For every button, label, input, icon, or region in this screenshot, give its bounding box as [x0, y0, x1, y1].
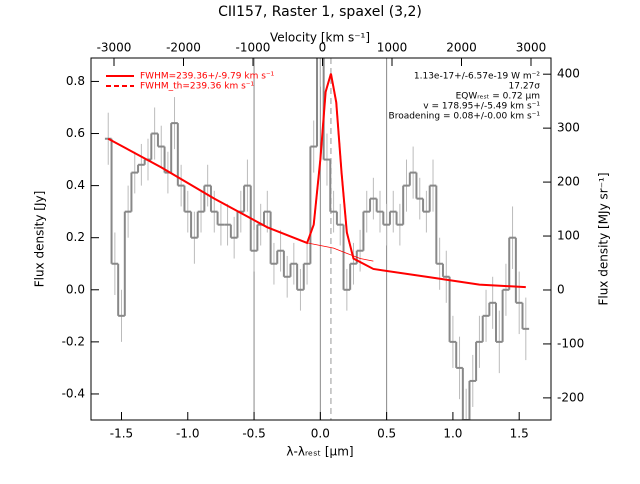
- x2-tick-label: 1000: [377, 41, 408, 55]
- annotation: 1.13e-17+/-6.57e-19 W m⁻²: [414, 72, 541, 82]
- legend-label: FWHM=239.36+/-9.79 km s⁻¹: [140, 72, 275, 82]
- x-axis-label: λ-λᵣₑₛₜ [μm]: [286, 445, 353, 459]
- y2-tick-label: -100: [557, 336, 584, 350]
- y-axis-label: Flux density [Jy]: [33, 191, 47, 288]
- y2-tick-label: 0: [557, 282, 565, 296]
- x2-axis-label: Velocity [km s⁻¹]: [270, 31, 370, 45]
- y2-tick-label: 200: [557, 175, 580, 189]
- plot-frame: [90, 57, 552, 421]
- x2-tick-label: 0: [319, 41, 327, 55]
- y-tick-label: 0.8: [66, 74, 85, 88]
- annotation: EQWᵣₑₛₜ = 0.72 μm: [456, 92, 540, 102]
- x-tick-label: 1.5: [510, 427, 529, 441]
- y-tick-label: -0.4: [62, 386, 85, 400]
- x2-tick-label: -3000: [97, 41, 132, 55]
- y2-axis-label: Flux density [MJy sr⁻¹]: [597, 172, 611, 305]
- x-tick-label: 1.0: [443, 427, 462, 441]
- x2-tick-label: 3000: [516, 41, 547, 55]
- x-tick-label: -0.5: [242, 427, 265, 441]
- x2-tick-label: -1000: [236, 41, 271, 55]
- continuum-line: [307, 242, 374, 262]
- annotation: v = 178.95+/-5.49 km s⁻¹: [423, 102, 540, 112]
- y2-tick-label: 300: [557, 121, 580, 135]
- x-tick-label: 0.0: [311, 427, 330, 441]
- annotation: Broadening = 0.08+/-0.00 km s⁻¹: [389, 112, 541, 122]
- y-tick-label: -0.2: [62, 334, 85, 348]
- x2-tick-label: 2000: [446, 41, 477, 55]
- y-tick-label: 0.6: [66, 126, 85, 140]
- x2-tick-label: -2000: [166, 41, 201, 55]
- legend-label: FWHM_th=239.36 km s⁻¹: [140, 82, 255, 92]
- chart-title: CII157, Raster 1, spaxel (3,2): [218, 4, 422, 20]
- fit-line: [306, 73, 355, 259]
- y-tick-label: 0.2: [66, 230, 85, 244]
- y2-tick-label: 100: [557, 229, 580, 243]
- annotation: 17.27σ: [509, 82, 541, 92]
- x-tick-label: -1.0: [176, 427, 199, 441]
- y2-tick-label: 400: [557, 67, 580, 81]
- y-tick-label: 0.0: [66, 282, 85, 296]
- y2-tick-label: -200: [557, 390, 584, 404]
- plot-area: [104, 58, 530, 420]
- x-tick-label: -1.5: [110, 427, 133, 441]
- x-tick-label: 0.5: [377, 427, 396, 441]
- y-tick-label: 0.4: [66, 178, 85, 192]
